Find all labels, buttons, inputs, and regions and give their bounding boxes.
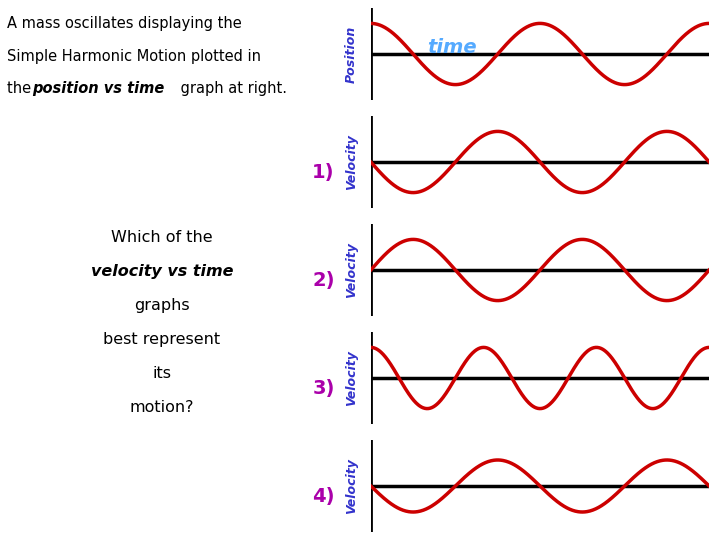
Text: 4): 4): [312, 487, 335, 507]
Text: the: the: [7, 81, 36, 96]
Text: time: time: [427, 38, 477, 57]
Text: 1): 1): [312, 163, 335, 183]
Text: graph at right.: graph at right.: [176, 81, 287, 96]
Text: 2): 2): [312, 271, 335, 291]
Text: its: its: [153, 366, 171, 381]
Text: Velocity: Velocity: [345, 242, 358, 298]
Text: A mass oscillates displaying the: A mass oscillates displaying the: [7, 16, 242, 31]
Text: best represent: best represent: [104, 332, 220, 347]
Text: graphs: graphs: [134, 298, 190, 313]
Text: position vs time: position vs time: [32, 81, 165, 96]
Text: motion?: motion?: [130, 400, 194, 415]
Text: velocity vs time: velocity vs time: [91, 264, 233, 279]
Text: Simple Harmonic Motion plotted in: Simple Harmonic Motion plotted in: [7, 49, 261, 64]
Text: Velocity: Velocity: [345, 458, 358, 514]
Text: Velocity: Velocity: [345, 350, 358, 406]
Text: Position: Position: [345, 25, 358, 83]
Text: Which of the: Which of the: [111, 230, 213, 245]
Text: 3): 3): [312, 379, 335, 399]
Text: Velocity: Velocity: [345, 134, 358, 190]
